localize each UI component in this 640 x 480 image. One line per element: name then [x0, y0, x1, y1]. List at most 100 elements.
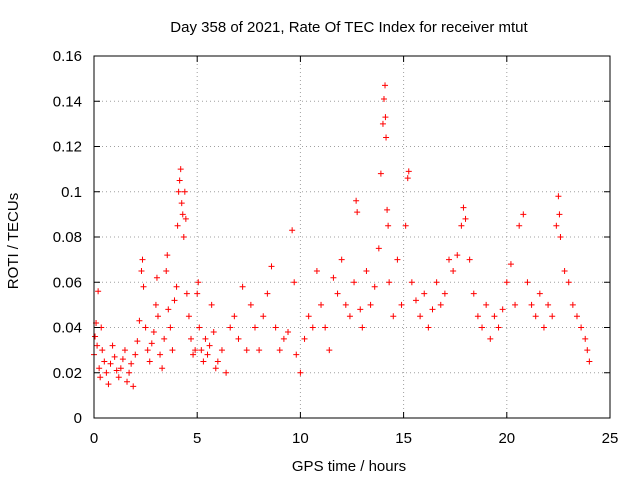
data-point	[402, 222, 409, 229]
data-point	[557, 234, 564, 240]
x-tick-label: 5	[193, 430, 201, 447]
data-point	[183, 290, 190, 297]
data-point	[474, 313, 481, 320]
data-point	[338, 256, 345, 263]
data-point	[227, 324, 234, 331]
data-point	[425, 324, 432, 331]
data-point	[503, 279, 510, 286]
data-point	[107, 360, 114, 367]
data-point	[161, 335, 168, 342]
data-point	[536, 290, 543, 297]
data-point	[285, 329, 292, 336]
data-point	[584, 347, 591, 354]
data-point	[553, 222, 560, 229]
data-point	[351, 279, 358, 286]
data-point	[379, 120, 386, 127]
x-tick-label: 20	[498, 430, 515, 447]
y-tick-label: 0.14	[53, 93, 82, 110]
data-point	[136, 317, 143, 324]
data-point	[516, 222, 523, 229]
data-point	[405, 168, 412, 175]
data-point	[196, 324, 203, 331]
data-point	[524, 279, 531, 286]
y-tick-label: 0	[74, 410, 82, 427]
y-axis-label: ROTI / TECUs	[5, 193, 22, 289]
y-tick-labels: 0 0.02 0.04 0.06 0.08 0.1 0.12 0.14 0.16	[53, 48, 82, 427]
data-point	[421, 290, 428, 297]
data-point	[264, 290, 271, 297]
data-point	[556, 211, 563, 218]
data-point	[408, 279, 415, 286]
data-point	[367, 301, 374, 308]
data-point	[260, 313, 267, 320]
y-tick-label: 0.08	[53, 229, 82, 246]
data-point	[382, 114, 389, 121]
data-point	[545, 301, 552, 308]
data-point	[174, 222, 181, 229]
data-point	[582, 335, 589, 342]
data-point	[218, 347, 225, 354]
data-point	[375, 245, 382, 252]
data-point	[586, 358, 593, 365]
data-point	[353, 197, 360, 204]
data-point	[251, 324, 258, 331]
data-point	[578, 324, 585, 331]
data-point	[96, 365, 103, 372]
data-point	[146, 358, 153, 365]
data-point	[363, 267, 370, 274]
data-point	[359, 324, 366, 331]
data-point	[198, 347, 205, 354]
data-point	[235, 335, 242, 342]
data-point	[433, 279, 440, 286]
data-point	[268, 263, 275, 270]
data-point	[309, 324, 316, 331]
data-point	[404, 175, 411, 182]
data-point	[301, 335, 308, 342]
data-point	[204, 351, 211, 358]
y-tick-label: 0.04	[53, 320, 82, 337]
data-point	[95, 288, 102, 295]
data-point	[115, 374, 122, 381]
data-point	[318, 301, 325, 308]
x-tick-label: 0	[90, 430, 98, 447]
data-point	[132, 351, 139, 358]
data-point	[105, 381, 112, 388]
data-point	[210, 329, 217, 336]
data-point	[573, 313, 580, 320]
data-point	[185, 313, 192, 320]
data-point	[99, 347, 106, 354]
data-point	[119, 356, 126, 363]
data-point	[561, 267, 568, 274]
data-point	[280, 335, 287, 342]
data-point	[412, 297, 419, 304]
y-tick-label: 0.16	[53, 48, 82, 65]
data-point	[495, 324, 502, 331]
data-point	[384, 206, 391, 213]
data-point	[466, 256, 473, 263]
data-point	[512, 301, 519, 308]
data-point	[175, 188, 182, 195]
data-point	[157, 351, 164, 358]
data-point	[101, 358, 108, 365]
data-point	[243, 347, 250, 354]
data-point	[377, 170, 384, 177]
data-point	[97, 374, 104, 381]
data-point	[382, 82, 389, 89]
data-point	[128, 360, 135, 367]
data-point	[437, 301, 444, 308]
data-point	[223, 369, 230, 376]
data-point	[103, 369, 110, 376]
x-tick-label: 10	[292, 430, 309, 447]
data-point	[342, 301, 349, 308]
data-point	[214, 358, 221, 365]
data-point	[487, 335, 494, 342]
data-point	[380, 95, 387, 102]
data-point	[383, 134, 390, 141]
data-point	[194, 290, 201, 297]
plot-frame	[93, 55, 611, 419]
data-point	[142, 324, 149, 331]
data-point	[176, 177, 183, 184]
data-point	[169, 347, 176, 354]
data-point	[462, 215, 469, 222]
data-point	[520, 211, 527, 218]
